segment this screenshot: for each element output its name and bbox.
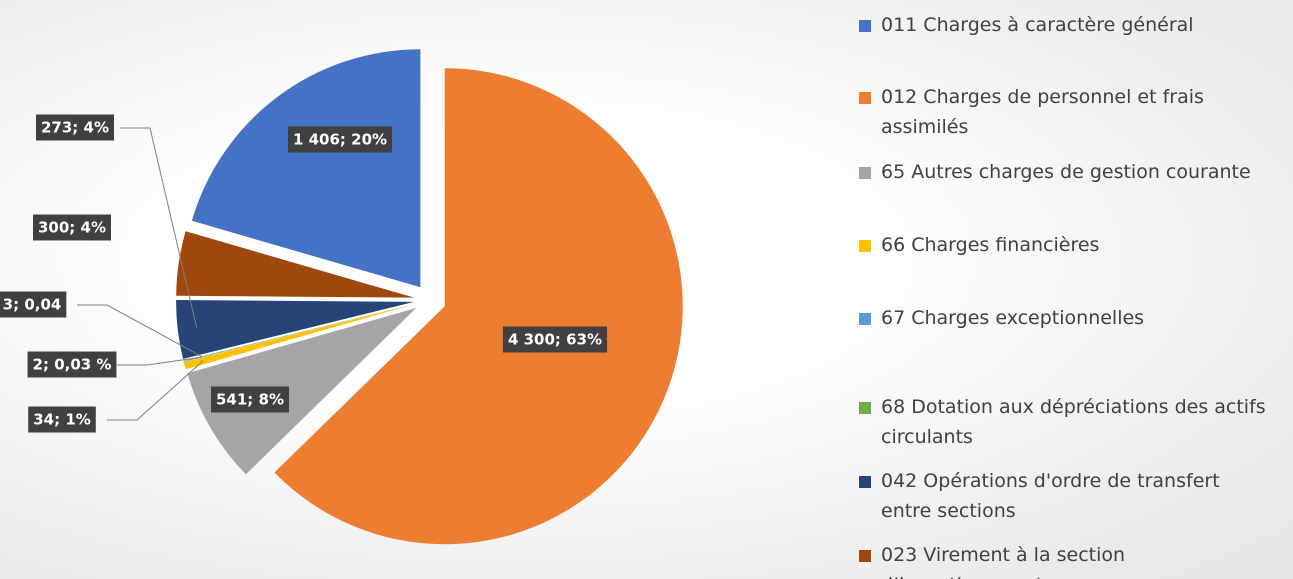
pie-slice bbox=[187, 308, 417, 475]
legend-swatch bbox=[859, 402, 871, 414]
legend-label: 011 Charges à caractère général bbox=[881, 14, 1194, 36]
legend-item: 023 Virement à la section d’investisseme… bbox=[855, 540, 1275, 579]
data-label-group: 2; 0,03 % bbox=[27, 351, 117, 378]
pie-slice bbox=[183, 303, 415, 362]
legend-item: 66 Charges financières bbox=[855, 230, 1275, 260]
legend-swatch bbox=[859, 240, 871, 252]
data-label: 4 300; 63% bbox=[508, 331, 602, 349]
legend-label: 042 Opérations d'ordre de transfert entr… bbox=[881, 470, 1220, 522]
data-label-box bbox=[33, 214, 111, 241]
legend-swatch bbox=[859, 476, 871, 488]
data-label-group: 34; 1% bbox=[28, 406, 96, 433]
legend-item: 67 Charges exceptionnelles bbox=[855, 303, 1275, 333]
data-label-group: 300; 4% bbox=[33, 214, 111, 241]
legend-swatch bbox=[859, 550, 871, 562]
data-label-group: 541; 8% bbox=[211, 386, 289, 413]
pie-slice bbox=[274, 68, 683, 545]
legend-label: 66 Charges financières bbox=[881, 234, 1100, 256]
legend-swatch bbox=[859, 313, 871, 325]
legend-label: 012 Charges de personnel et frais assimi… bbox=[881, 86, 1204, 138]
data-label-box bbox=[502, 326, 608, 353]
data-label: 541; 8% bbox=[216, 391, 284, 409]
data-label: 1 406; 20% bbox=[293, 131, 387, 149]
pie-slice bbox=[183, 304, 415, 370]
data-label: 2; 0,03 % bbox=[33, 356, 112, 374]
data-label-box bbox=[0, 291, 67, 318]
legend-swatch bbox=[859, 92, 871, 104]
pie-slice bbox=[191, 49, 421, 288]
legend-item: 68 Dotation aux dépréciations des actifs… bbox=[855, 392, 1275, 452]
legend-item: 65 Autres charges de gestion courante bbox=[855, 157, 1275, 187]
pie-slice bbox=[176, 231, 415, 298]
data-label-box bbox=[27, 351, 117, 378]
leader-line bbox=[77, 304, 203, 358]
legend-label: 67 Charges exceptionnelles bbox=[881, 307, 1145, 329]
legend-label: 68 Dotation aux dépréciations des actifs… bbox=[881, 396, 1266, 448]
legend-item: 011 Charges à caractère général bbox=[855, 10, 1275, 40]
legend-item: 042 Opérations d'ordre de transfert entr… bbox=[855, 466, 1275, 526]
data-label-box bbox=[36, 114, 114, 141]
data-label-group: 4 300; 63% bbox=[502, 326, 608, 353]
data-label-box bbox=[211, 386, 289, 413]
chart: 1 406; 20% 4 300; 63% 541; 8% 34; 1% 2; 0,03… bbox=[0, 49, 683, 545]
data-label-group: 3; 0,04 bbox=[0, 291, 67, 318]
leader-line bbox=[107, 360, 204, 421]
leader-line bbox=[117, 356, 203, 366]
data-label: 34; 1% bbox=[33, 411, 91, 429]
leader-line bbox=[120, 127, 198, 328]
data-label-group: 273; 4% bbox=[36, 114, 114, 141]
data-label: 3; 0,04 bbox=[3, 296, 62, 314]
legend-label: 023 Virement à la section d’investisseme… bbox=[881, 544, 1126, 579]
data-label-group: 1 406; 20% bbox=[287, 126, 393, 153]
legend-label: 65 Autres charges de gestion courante bbox=[881, 161, 1251, 183]
pie-slice bbox=[183, 303, 415, 363]
data-label: 273; 4% bbox=[41, 119, 109, 137]
data-label-box bbox=[287, 126, 393, 153]
data-label-box bbox=[28, 406, 96, 433]
data-label: 300; 4% bbox=[38, 219, 106, 237]
legend-swatch bbox=[859, 167, 871, 179]
legend-item: 012 Charges de personnel et frais assimi… bbox=[855, 82, 1275, 142]
legend-swatch bbox=[859, 20, 871, 32]
pie-slice bbox=[176, 299, 415, 359]
